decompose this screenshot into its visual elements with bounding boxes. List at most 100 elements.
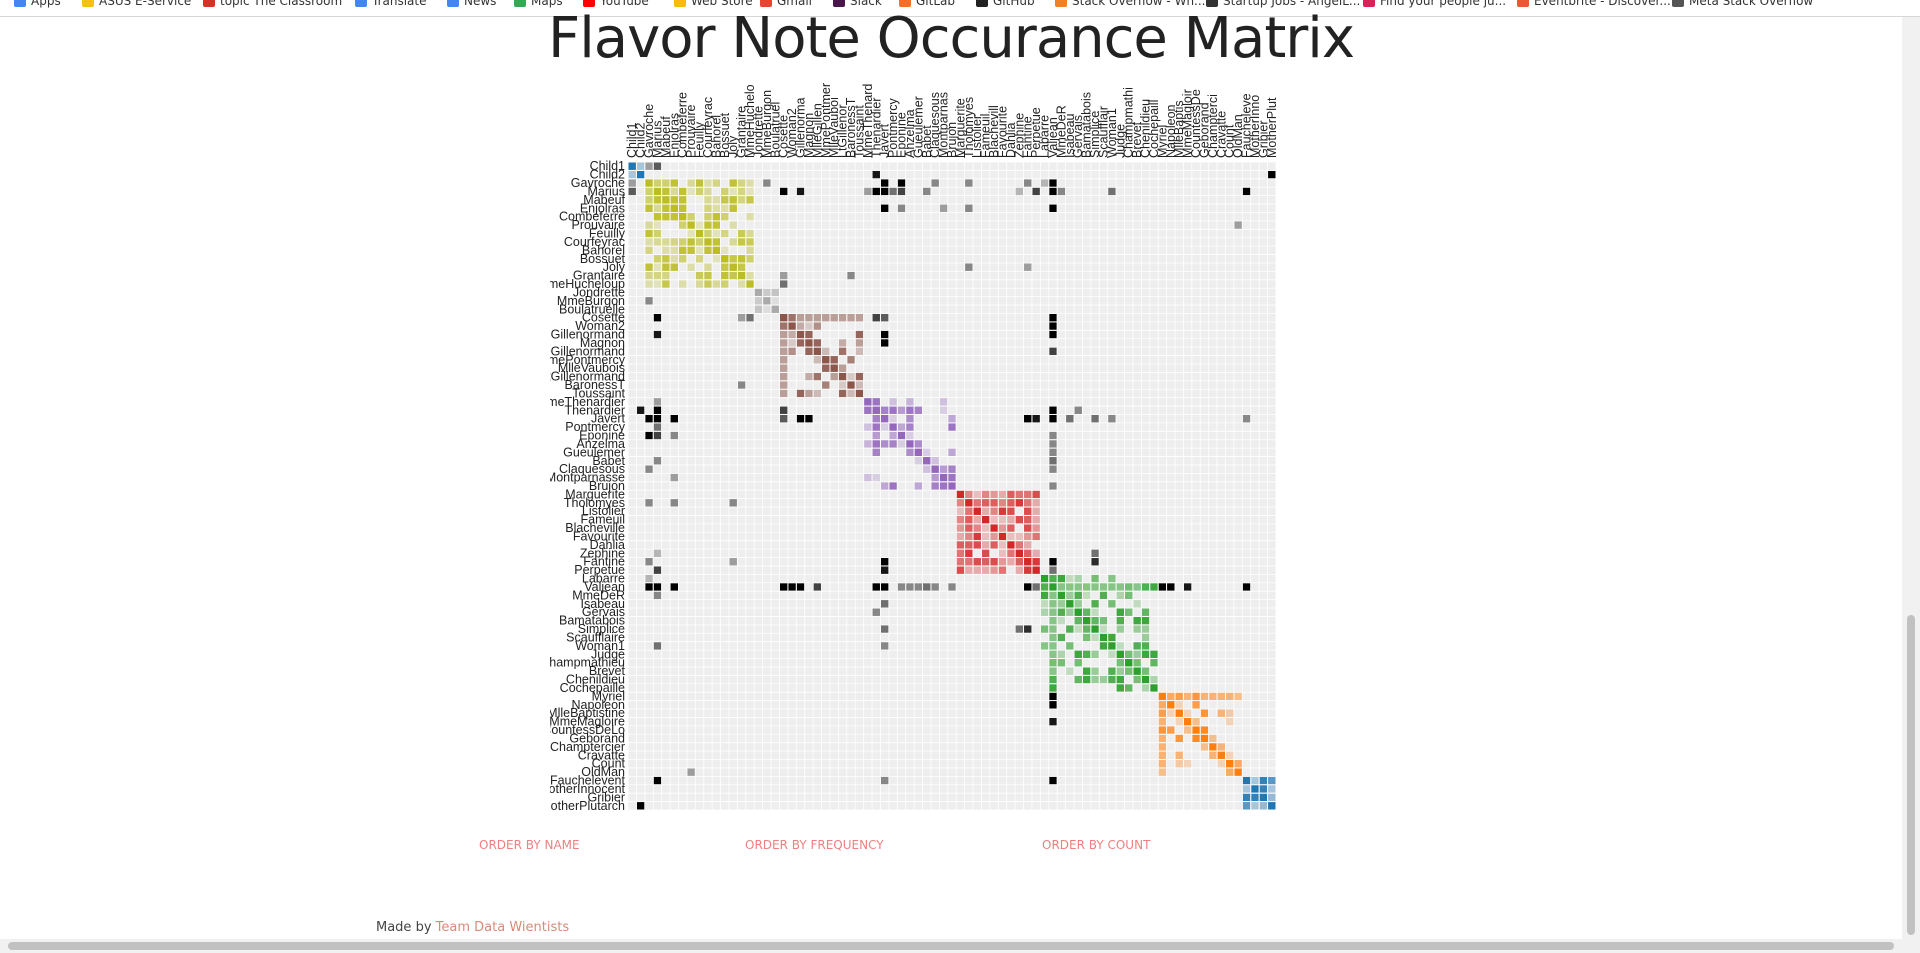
matrix-cell[interactable]: [939, 406, 948, 414]
matrix-cell[interactable]: [1032, 532, 1040, 541]
matrix-cell[interactable]: [1032, 499, 1040, 507]
matrix-cell[interactable]: [1082, 633, 1091, 642]
matrix-cell[interactable]: [653, 776, 662, 785]
matrix-cell[interactable]: [1049, 583, 1057, 591]
matrix-cell[interactable]: [796, 389, 805, 398]
matrix-cell[interactable]: [1133, 650, 1141, 659]
matrix-cell[interactable]: [1082, 625, 1091, 633]
matrix-cell[interactable]: [662, 204, 670, 212]
matrix-cell[interactable]: [779, 330, 788, 339]
matrix-cell[interactable]: [779, 271, 788, 280]
matrix-cell[interactable]: [645, 204, 653, 212]
matrix-cell[interactable]: [1091, 633, 1099, 642]
matrix-cell[interactable]: [1049, 625, 1057, 633]
matrix-cell[interactable]: [653, 196, 662, 204]
matrix-cell[interactable]: [998, 549, 1007, 558]
matrix-cell[interactable]: [704, 187, 712, 196]
matrix-cell[interactable]: [1049, 675, 1057, 684]
matrix-cell[interactable]: [729, 187, 737, 196]
matrix-cell[interactable]: [880, 204, 889, 212]
matrix-cell[interactable]: [855, 313, 864, 322]
matrix-cell[interactable]: [889, 482, 897, 490]
matrix-cell[interactable]: [1032, 524, 1040, 532]
matrix-cell[interactable]: [822, 364, 830, 372]
matrix-cell[interactable]: [1125, 650, 1133, 659]
matrix-cell[interactable]: [1183, 692, 1192, 701]
matrix-cell[interactable]: [1091, 608, 1099, 616]
matrix-cell[interactable]: [1268, 776, 1276, 785]
matrix-cell[interactable]: [737, 196, 746, 204]
matrix-cell[interactable]: [813, 356, 822, 364]
matrix-cell[interactable]: [981, 558, 990, 566]
matrix-cell[interactable]: [956, 490, 965, 499]
matrix-cell[interactable]: [1057, 608, 1066, 616]
matrix-cell[interactable]: [1133, 675, 1141, 684]
matrix-cell[interactable]: [923, 187, 931, 196]
matrix-cell[interactable]: [670, 473, 678, 482]
matrix-cell[interactable]: [973, 490, 981, 499]
matrix-cell[interactable]: [1108, 667, 1116, 675]
matrix-cell[interactable]: [779, 372, 788, 381]
matrix-cell[interactable]: [1057, 650, 1066, 659]
matrix-cell[interactable]: [1167, 709, 1175, 717]
vertical-scrollbar[interactable]: [1902, 17, 1920, 939]
matrix-cell[interactable]: [662, 255, 670, 263]
matrix-cell[interactable]: [1200, 709, 1209, 717]
matrix-cell[interactable]: [670, 196, 678, 204]
matrix-cell[interactable]: [1234, 221, 1242, 229]
matrix-cell[interactable]: [981, 541, 990, 549]
matrix-cell[interactable]: [662, 187, 670, 196]
matrix-cell[interactable]: [1032, 187, 1040, 196]
matrix-cell[interactable]: [1175, 701, 1183, 709]
matrix-cell[interactable]: [1082, 608, 1091, 616]
matrix-cell[interactable]: [1074, 675, 1082, 684]
matrix-cell[interactable]: [1200, 734, 1209, 743]
matrix-cell[interactable]: [1150, 675, 1158, 684]
matrix-cell[interactable]: [1049, 692, 1057, 701]
matrix-cell[interactable]: [981, 532, 990, 541]
matrix-cell[interactable]: [1040, 608, 1049, 616]
matrix-cell[interactable]: [653, 179, 662, 187]
matrix-cell[interactable]: [897, 179, 906, 187]
matrix-cell[interactable]: [754, 305, 763, 313]
matrix-cell[interactable]: [1082, 616, 1091, 625]
matrix-cell[interactable]: [948, 583, 956, 591]
matrix-cell[interactable]: [645, 246, 653, 255]
matrix-cell[interactable]: [653, 187, 662, 196]
matrix-cell[interactable]: [1024, 179, 1032, 187]
matrix-cell[interactable]: [1116, 616, 1125, 625]
matrix-cell[interactable]: [956, 515, 965, 524]
matrix-cell[interactable]: [746, 238, 754, 246]
matrix-cell[interactable]: [645, 583, 653, 591]
matrix-cell[interactable]: [939, 398, 948, 406]
matrix-cell[interactable]: [914, 440, 923, 448]
matrix-cell[interactable]: [645, 263, 653, 271]
matrix-cell[interactable]: [990, 541, 998, 549]
matrix-cell[interactable]: [1158, 709, 1167, 717]
matrix-cell[interactable]: [712, 204, 721, 212]
matrix-cell[interactable]: [973, 532, 981, 541]
matrix-cell[interactable]: [1133, 659, 1141, 667]
matrix-cell[interactable]: [805, 330, 813, 339]
bookmark-7[interactable]: Web Store: [674, 0, 753, 8]
matrix-cell[interactable]: [948, 465, 956, 473]
bookmark-6[interactable]: YouTube: [583, 0, 649, 8]
matrix-cell[interactable]: [788, 339, 796, 347]
matrix-cell[interactable]: [1049, 465, 1057, 473]
matrix-cell[interactable]: [1082, 583, 1091, 591]
matrix-cell[interactable]: [1133, 583, 1141, 591]
matrix-cell[interactable]: [1024, 566, 1032, 574]
matrix-cell[interactable]: [653, 280, 662, 288]
matrix-cell[interactable]: [990, 566, 998, 574]
matrix-cell[interactable]: [695, 229, 704, 238]
matrix-cell[interactable]: [1192, 734, 1200, 743]
matrix-cell[interactable]: [990, 532, 998, 541]
matrix-cell[interactable]: [1024, 414, 1032, 423]
matrix-cell[interactable]: [670, 179, 678, 187]
matrix-cell[interactable]: [981, 499, 990, 507]
matrix-cell[interactable]: [628, 170, 636, 179]
matrix-cell[interactable]: [998, 524, 1007, 532]
matrix-cell[interactable]: [670, 263, 678, 271]
matrix-cell[interactable]: [1040, 574, 1049, 583]
matrix-cell[interactable]: [872, 431, 880, 440]
